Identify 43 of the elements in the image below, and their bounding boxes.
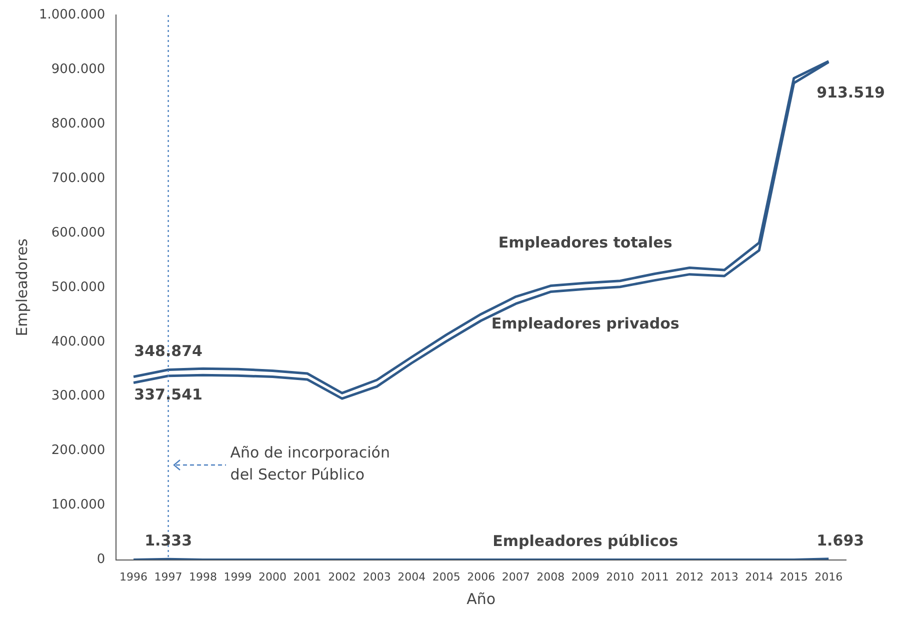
y-axis-title: Empleadores [12, 238, 31, 336]
data-label: 1.693 [816, 531, 864, 550]
x-tick-label: 2001 [293, 570, 322, 584]
x-tick-label: 2013 [710, 570, 738, 584]
data-label: 348.874 [134, 342, 202, 360]
x-tick-label: 2004 [398, 570, 426, 584]
x-tick-label: 2010 [606, 570, 634, 584]
series-label: Empleadores públicos [492, 532, 678, 550]
y-tick-label: 800.000 [51, 116, 106, 132]
y-tick-label: 300.000 [51, 388, 106, 404]
ref-line-label: Año de incorporación del Sector Público [230, 443, 390, 484]
x-tick-label: 2002 [328, 570, 356, 584]
x-tick-label: 1998 [189, 570, 218, 584]
data-label: 337.541 [134, 385, 202, 404]
data-label: 913.519 [816, 84, 885, 102]
x-tick-label: 2011 [640, 570, 669, 584]
x-tick-label: 2012 [676, 570, 704, 584]
x-tick-label: 2016 [814, 570, 843, 584]
y-tick-label: 400.000 [51, 334, 106, 350]
series-label: Empleadores totales [498, 233, 672, 252]
x-tick-label: 1996 [120, 570, 148, 584]
y-tick-label: 700.000 [51, 170, 106, 186]
y-tick-label: 200.000 [51, 443, 106, 458]
y-tick-label: 0 [96, 552, 106, 568]
series-label: Empleadores privados [491, 314, 680, 332]
y-tick-label: 900.000 [51, 62, 106, 77]
y-tick-label: 100.000 [51, 498, 106, 513]
x-axis-title: Año [466, 590, 496, 608]
y-tick-label: 600.000 [51, 225, 106, 240]
x-tick-label: 2006 [467, 570, 496, 584]
x-tick-label: 2000 [258, 570, 287, 584]
x-tick-label: 2005 [432, 570, 460, 584]
x-tick-label: 1997 [154, 570, 182, 584]
x-tick-label: 2003 [362, 570, 391, 584]
x-tick-label: 2015 [780, 570, 808, 584]
x-tick-label: 2009 [571, 570, 600, 584]
x-tick-label: 2007 [502, 570, 530, 584]
x-tick-label: 1999 [224, 570, 252, 584]
x-tick-label: 2008 [536, 570, 565, 584]
y-tick-label: 500.000 [51, 280, 106, 295]
y-tick-label: 1.000.000 [38, 7, 106, 22]
data-label: 1.333 [144, 531, 192, 550]
x-tick-label: 2014 [745, 570, 774, 584]
